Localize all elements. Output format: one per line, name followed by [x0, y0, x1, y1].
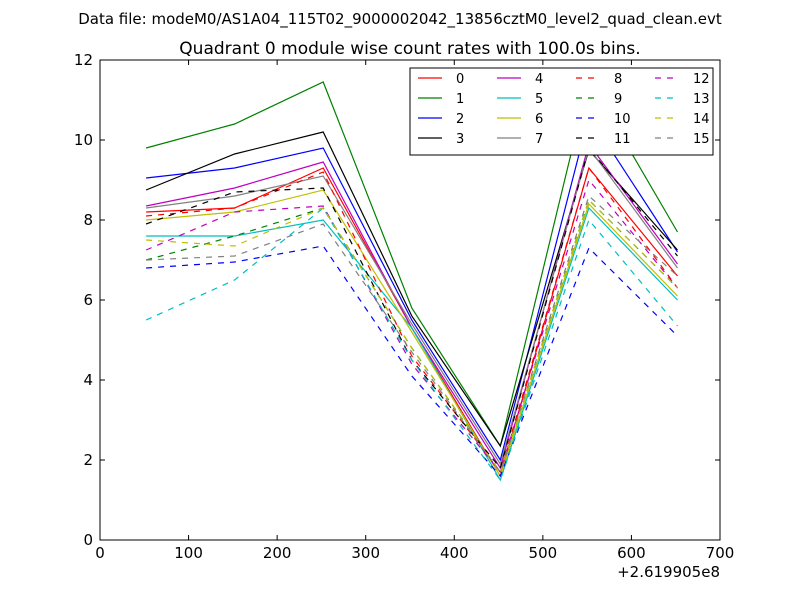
series-line-8: [146, 166, 678, 474]
legend-label-15: 15: [693, 132, 710, 147]
legend-label-2: 2: [456, 112, 464, 127]
chart-title: Quadrant 0 module wise count rates with …: [179, 39, 640, 59]
legend-label-4: 4: [535, 72, 543, 87]
x-tick-label: 300: [351, 544, 380, 562]
x-tick-label: 100: [174, 544, 203, 562]
legend-box: [409, 67, 714, 156]
x-tick-label: 500: [529, 544, 558, 562]
legend-label-12: 12: [693, 72, 710, 87]
x-tick-label: 700: [706, 544, 735, 562]
series-line-15: [146, 194, 678, 474]
legend-label-5: 5: [535, 92, 543, 107]
series-line-14: [146, 198, 678, 474]
x-tick-label: 400: [440, 544, 469, 562]
series-line-12: [145, 178, 678, 474]
legend-label-13: 13: [693, 92, 710, 107]
legend-label-0: 0: [456, 72, 464, 87]
series-line-5: [146, 206, 678, 482]
plot-lines: [145, 78, 679, 482]
legend-label-1: 1: [456, 92, 464, 107]
y-tick-label: 8: [83, 211, 93, 229]
legend-label-7: 7: [535, 132, 543, 147]
y-tick-label: 10: [74, 131, 93, 149]
chart-suptitle: Data file: modeM0/AS1A04_115T02_90000020…: [78, 10, 722, 29]
legend-label-3: 3: [456, 132, 464, 147]
x-tick-label: 600: [617, 544, 646, 562]
y-tick-label: 2: [83, 451, 93, 469]
series-line-10: [146, 245, 678, 478]
x-tick-label: 0: [95, 544, 105, 562]
legend-label-11: 11: [614, 132, 631, 147]
legend-label-9: 9: [614, 92, 622, 107]
series-line-13: [145, 207, 678, 482]
x-axis-offset-label: +2.619905e8: [617, 563, 720, 581]
y-tick-label: 6: [83, 291, 93, 309]
y-tick-label: 12: [74, 51, 93, 69]
y-tick-label: 4: [83, 371, 93, 389]
legend-label-14: 14: [693, 112, 710, 127]
x-tick-label: 200: [263, 544, 292, 562]
legend-label-8: 8: [614, 72, 622, 87]
legend-label-6: 6: [535, 112, 543, 127]
y-tick-label: 0: [83, 531, 93, 549]
legend-label-10: 10: [614, 112, 631, 127]
